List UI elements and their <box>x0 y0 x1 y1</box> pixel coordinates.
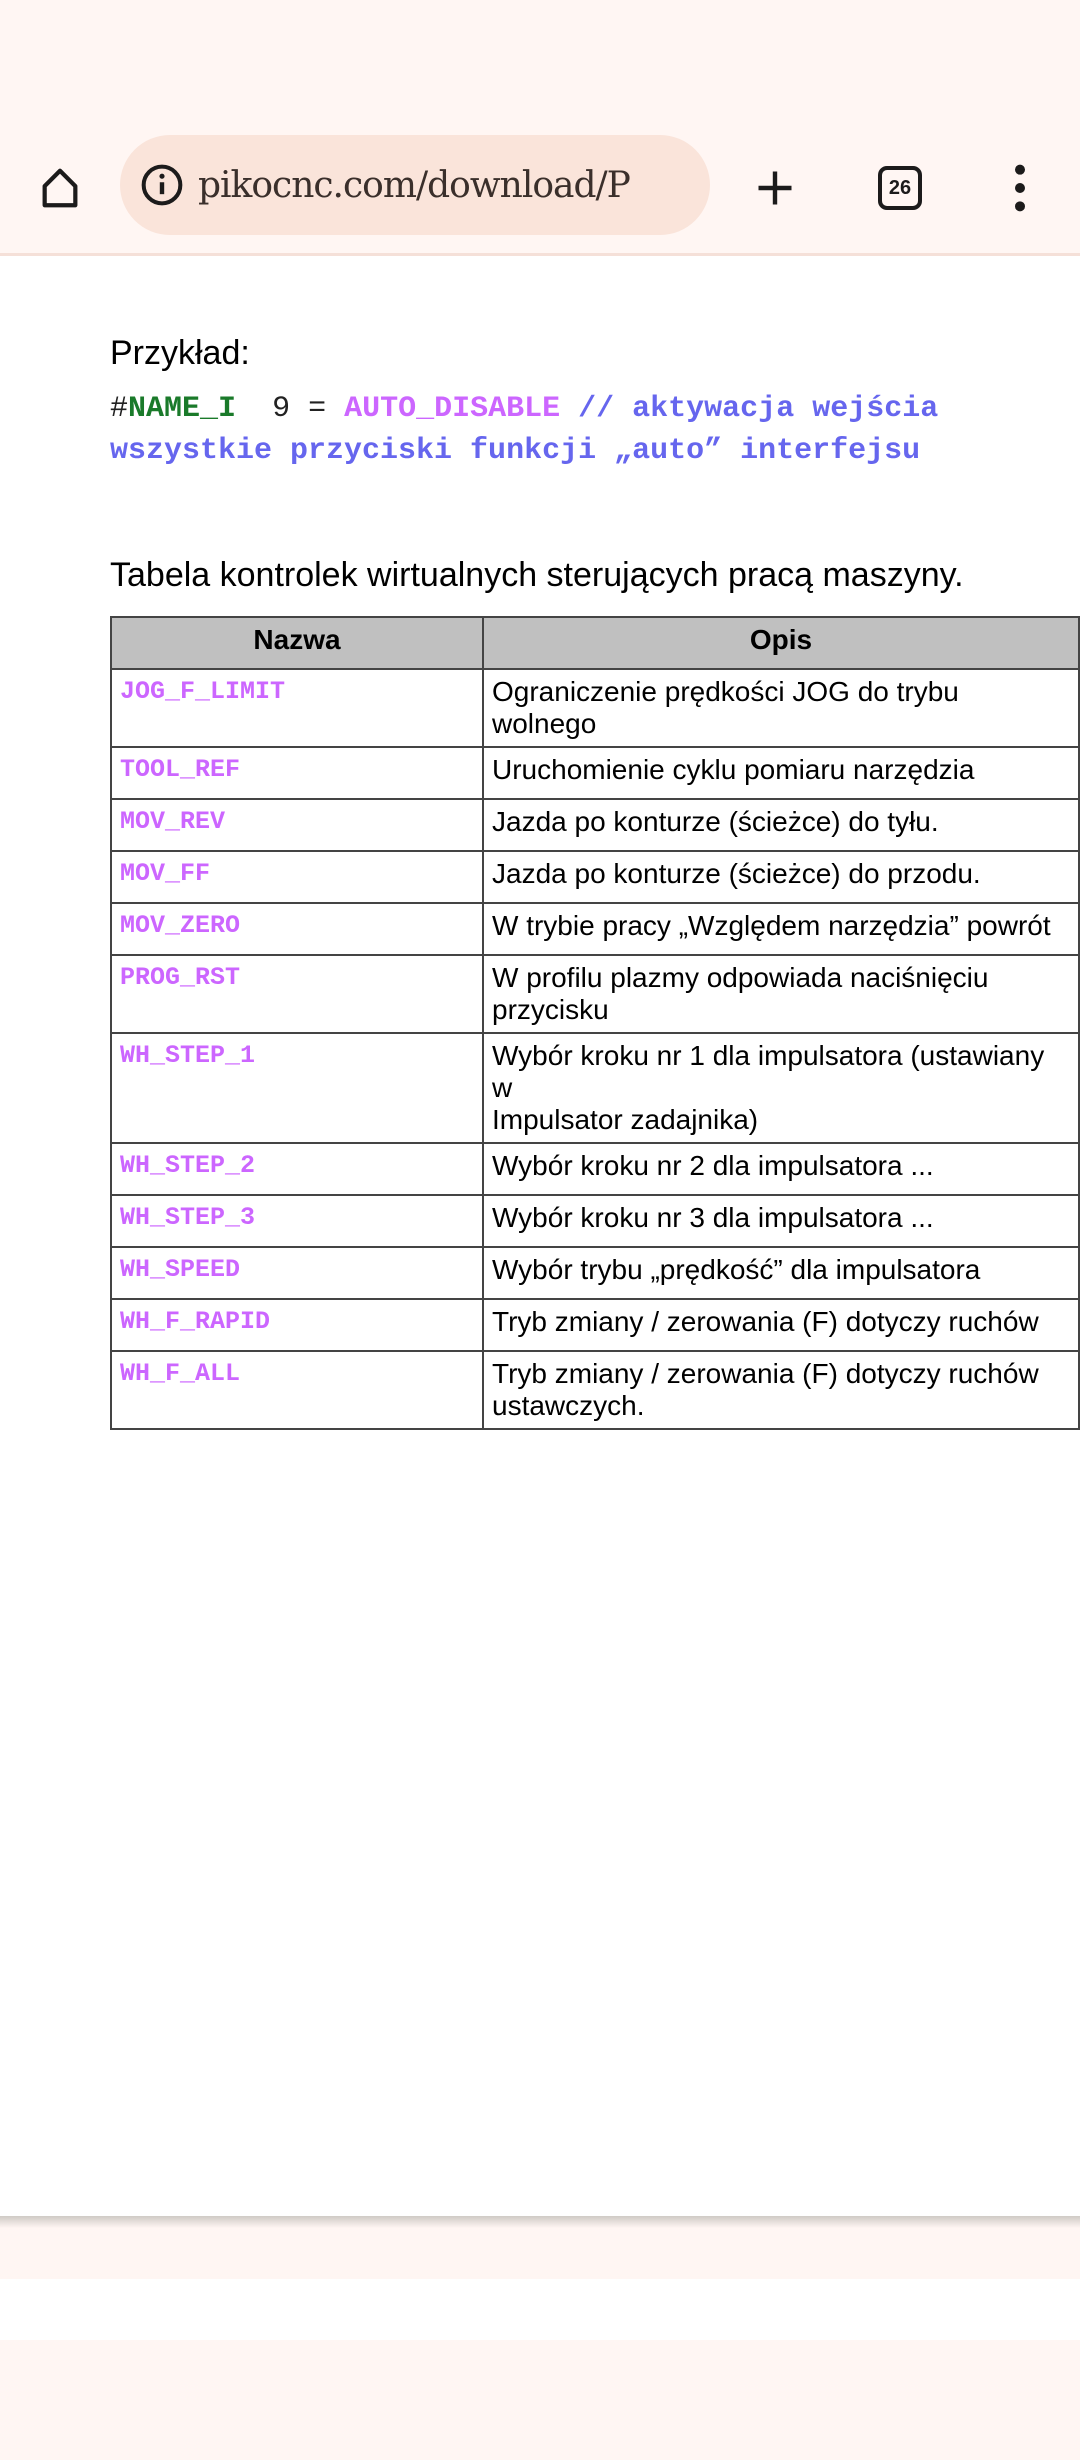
table-row: JOG_F_LIMIT Ograniczenie prędkości JOG do… <box>110 668 1080 748</box>
control-description: Tryb zmiany / zerowania (F) dotyczy ruch… <box>482 1350 1080 1430</box>
control-name: WH_STEP_2 <box>110 1142 484 1196</box>
control-name: WH_STEP_1 <box>110 1032 484 1144</box>
control-description: Ograniczenie prędkości JOG do trybu woln… <box>482 668 1080 748</box>
control-name: PROG_RST <box>110 954 484 1034</box>
example-code-line-1: #NAME_I 9 = AUTO_DISABLE // aktywacja we… <box>110 392 939 426</box>
table-row: TOOL_REF Uruchomienie cyklu pomiaru narzę… <box>110 746 1080 800</box>
header-description: Opis <box>482 616 1080 670</box>
control-description: Uruchomienie cyklu pomiaru narzędzia <box>482 746 1080 800</box>
control-name: MOV_FF <box>110 850 484 904</box>
url-text: pikocnc.com/download/P <box>198 164 631 206</box>
table-row: MOV_ZERO W trybie pracy „Względem narzędz… <box>110 902 1080 956</box>
tab-switcher-button[interactable]: 26 <box>865 120 935 256</box>
control-description: Wybór kroku nr 3 dla impulsatora ... <box>482 1194 1080 1248</box>
more-vert-icon[interactable] <box>990 120 1050 256</box>
table-row: WH_STEP_1 Wybór kroku nr 1 dla impulsator… <box>110 1032 1080 1144</box>
table-row: MOV_REV Jazda po konturze (ścieżce) do ty… <box>110 798 1080 852</box>
control-description: Wybór kroku nr 1 dla impulsatora (ustawi… <box>482 1032 1080 1144</box>
control-name: JOG_F_LIMIT <box>110 668 484 748</box>
tab-count: 26 <box>888 176 912 199</box>
control-description: Tryb zmiany / zerowania (F) dotyczy ruch… <box>482 1298 1080 1352</box>
control-name: MOV_REV <box>110 798 484 852</box>
table-row: WH_F_RAPID Tryb zmiany / zerowania (F) do… <box>110 1298 1080 1352</box>
control-description: Wybór trybu „prędkość” dla impulsatora <box>482 1246 1080 1300</box>
plus-icon <box>758 171 792 205</box>
status-bar <box>0 0 1080 120</box>
address-bar[interactable]: pikocnc.com/download/P <box>120 135 710 235</box>
control-description: Jazda po konturze (ścieżce) do tyłu. <box>482 798 1080 852</box>
header-name: Nazwa <box>110 616 484 670</box>
navigation-bar <box>0 2340 1080 2460</box>
control-name: WH_STEP_3 <box>110 1194 484 1248</box>
control-description: Jazda po konturze (ścieżce) do przodu. <box>482 850 1080 904</box>
table-row: WH_STEP_2 Wybór kroku nr 2 dla impulsator… <box>110 1142 1080 1196</box>
table-row: MOV_FF Jazda po konturze (ścieżce) do prz… <box>110 850 1080 904</box>
control-name: WH_F_RAPID <box>110 1298 484 1352</box>
table-row: WH_STEP_3 Wybór kroku nr 3 dla impulsator… <box>110 1194 1080 1248</box>
table-row: WH_SPEED Wybór trybu „prędkość” dla impul… <box>110 1246 1080 1300</box>
control-name: WH_F_ALL <box>110 1350 484 1430</box>
table-row: WH_F_ALL Tryb zmiany / zerowania (F) doty… <box>110 1350 1080 1430</box>
example-code-line-2: wszystkie przyciski funkcji „auto” inter… <box>110 434 921 468</box>
control-description: W profilu plazmy odpowiada naciśnięciu p… <box>482 954 1080 1034</box>
control-name: TOOL_REF <box>110 746 484 800</box>
table-row: PROG_RST W profilu plazmy odpowiada naciś… <box>110 954 1080 1034</box>
control-name: MOV_ZERO <box>110 902 484 956</box>
control-name: WH_SPEED <box>110 1246 484 1300</box>
control-description: W trybie pracy „Względem narzędzia” powr… <box>482 902 1080 956</box>
new-tab-button[interactable] <box>740 120 810 256</box>
home-icon[interactable] <box>28 120 92 256</box>
bottom-divider <box>0 2216 1080 2228</box>
virtual-controls-table: Nazwa Opis JOG_F_LIMIT Ograniczenie prędk… <box>110 616 1080 1430</box>
control-description: Wybór kroku nr 2 dla impulsatora ... <box>482 1142 1080 1196</box>
tabs-icon: 26 <box>878 166 922 210</box>
example-label: Przykład: <box>110 334 250 372</box>
bottom-toolbar <box>0 2228 1080 2279</box>
table-title: Tabela kontrolek wirtualnych sterujących… <box>110 556 964 594</box>
info-icon[interactable] <box>140 163 184 207</box>
